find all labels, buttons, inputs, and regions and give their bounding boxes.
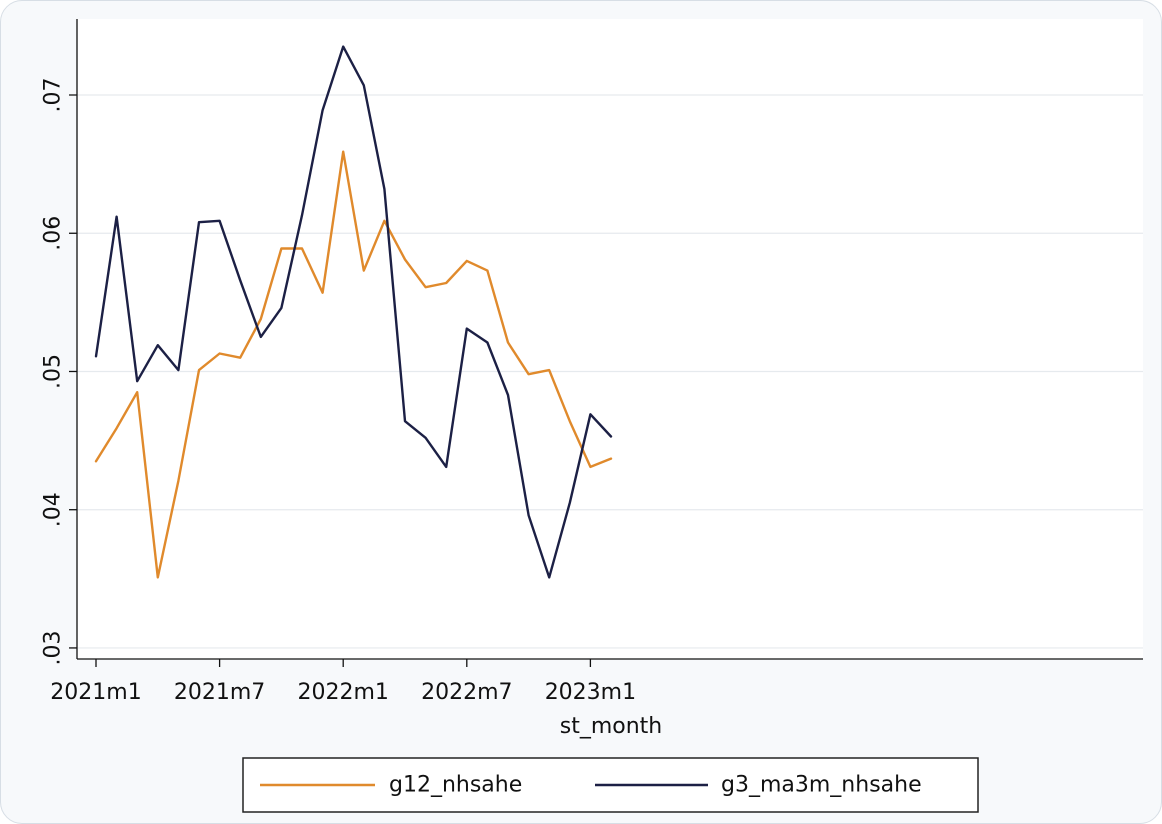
y-tick-label: .04	[41, 492, 66, 527]
series-lines	[94, 45, 613, 579]
legend: g12_nhsahe g3_ma3m_nhsahe	[242, 757, 979, 813]
legend-label-g3_ma3m_nhsahe: g3_ma3m_nhsahe	[721, 773, 922, 798]
y-tick-label: .07	[41, 78, 66, 113]
legend-label-g12_nhsahe: g12_nhsahe	[389, 773, 522, 798]
x-tick-label: 2021m1	[50, 680, 141, 705]
y-tick-label: .05	[41, 354, 66, 389]
y-tick-label: .06	[41, 216, 66, 251]
x-tick-label: 2022m7	[421, 680, 512, 705]
axes: .03 .04 .05 .06 .07 2021m1 2021m7 2022m1 2022m7 2…	[41, 19, 1143, 705]
series-line-g12_nhsahe	[94, 150, 613, 579]
x-tick-label: 2023m1	[545, 680, 636, 705]
y-tick-label: .03	[41, 630, 66, 665]
series-line-g3_ma3m_nhsahe	[94, 45, 613, 579]
x-tick-label: 2022m1	[297, 680, 388, 705]
grid-lines	[77, 94, 1143, 649]
plot-area	[77, 19, 1143, 659]
x-axis-title: st_month	[560, 714, 663, 739]
x-tick-label: 2021m7	[174, 680, 265, 705]
